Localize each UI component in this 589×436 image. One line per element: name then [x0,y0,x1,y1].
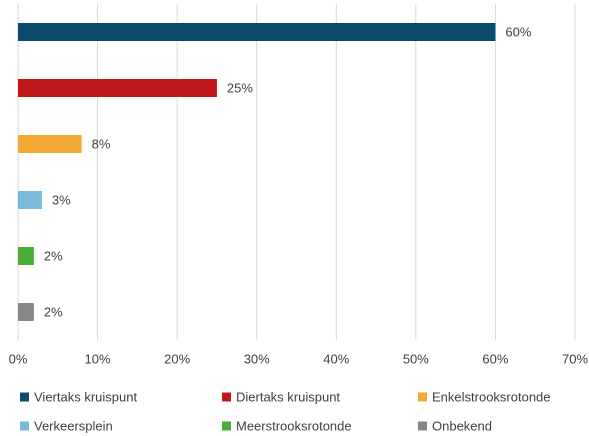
x-tick-label: 40% [323,351,349,366]
x-tick-label: 30% [244,351,270,366]
data-label: 60% [505,24,531,39]
legend-label: Meerstrooksrotonde [236,418,352,433]
x-tick-label: 0% [9,351,28,366]
legend-label: Enkelstrooksrotonde [432,389,551,404]
legend-swatch [222,421,231,431]
bar [18,303,34,321]
legend-swatch [222,392,231,402]
legend-label: Verkeersplein [34,418,113,433]
bar [18,191,42,209]
legend-swatch [20,421,29,431]
x-tick-label: 50% [403,351,429,366]
bar [18,79,217,97]
x-tick-label: 60% [482,351,508,366]
legend-swatch [20,392,29,402]
legend-label: Diertaks kruispunt [236,389,340,404]
legend-swatch [418,421,427,431]
bar [18,135,82,153]
legend-swatch [418,392,427,402]
legend-label: Onbekend [432,418,492,433]
data-label: 25% [227,80,253,95]
legend-label: Viertaks kruispunt [34,389,137,404]
x-tick-label: 20% [164,351,190,366]
data-label: 2% [44,304,63,319]
data-label: 2% [44,248,63,263]
data-label: 3% [52,192,71,207]
data-label: 8% [92,136,111,151]
bar [18,23,496,41]
x-tick-label: 70% [562,351,588,366]
x-tick-label: 10% [85,351,111,366]
bar [18,247,34,265]
